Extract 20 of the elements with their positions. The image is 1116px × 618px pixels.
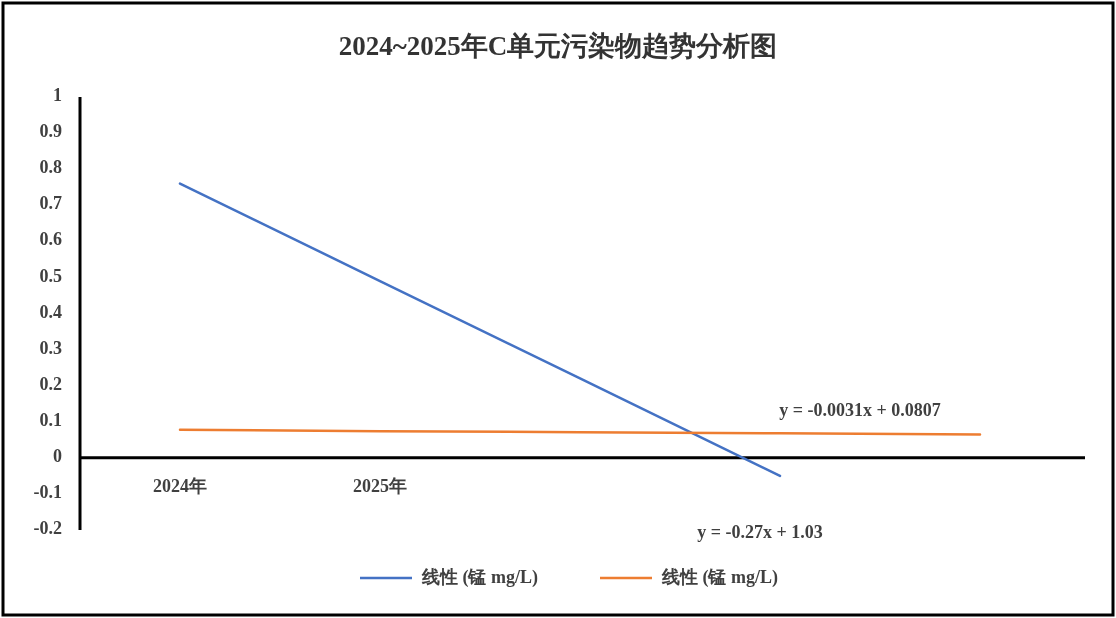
annotation: y = -0.27x + 1.03 [697,522,823,543]
legend-label: 线性 (锰 mg/L) [661,567,778,589]
annotation: y = -0.0031x + 0.0807 [779,400,941,421]
y-tick-label: 0.8 [39,157,62,178]
y-tick-label: 0.7 [39,193,62,214]
y-tick-label: 0.2 [39,373,62,394]
y-tick-label: 0.9 [39,121,62,142]
x-tick-label: 2025年 [353,475,407,496]
x-tick-label: 2024年 [153,475,207,496]
y-tick-label: 0.3 [39,337,62,358]
legend-label: 线性 (锰 mg/L) [421,567,538,589]
y-tick-label: 0.4 [39,301,62,322]
y-tick-label: 0.6 [39,229,62,250]
y-tick-label: -0.1 [33,482,62,503]
chart-title: 2024~2025年C单元污染物趋势分析图 [338,31,778,61]
y-tick-label: 0.1 [39,409,62,430]
y-tick-label: 1 [53,85,62,106]
y-tick-label: -0.2 [33,518,62,539]
y-tick-label: 0.5 [39,265,62,286]
y-tick-label: 0 [53,445,62,466]
